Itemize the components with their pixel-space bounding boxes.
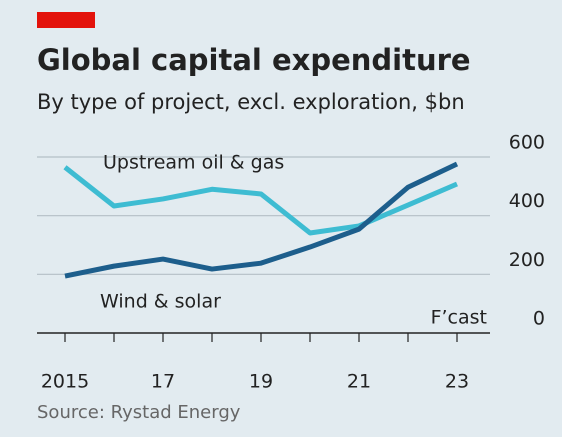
x-tick-label: 17 [151, 371, 175, 393]
forecast-label: F’cast [431, 307, 487, 329]
x-tick-label: 2015 [41, 371, 89, 393]
source: Source: Rystad Energy [37, 402, 241, 423]
x-tick-label: 23 [445, 371, 469, 393]
series-label: Upstream oil & gas [103, 152, 284, 174]
chart-subtitle: By type of project, excl. exploration, $… [37, 90, 465, 114]
series-label: Wind & solar [100, 291, 221, 313]
line-series [64, 161, 459, 279]
x-tick-label: 19 [249, 371, 273, 393]
y-tick-label: 400 [509, 190, 545, 212]
y-tick-label: 0 [533, 308, 545, 330]
red-tag [37, 12, 95, 28]
chart-title: Global capital expenditure [37, 43, 471, 77]
y-tick-label: 200 [509, 249, 545, 271]
line-series [63, 165, 458, 236]
x-tick-label: 21 [347, 371, 371, 393]
y-tick-label: 600 [509, 132, 545, 154]
